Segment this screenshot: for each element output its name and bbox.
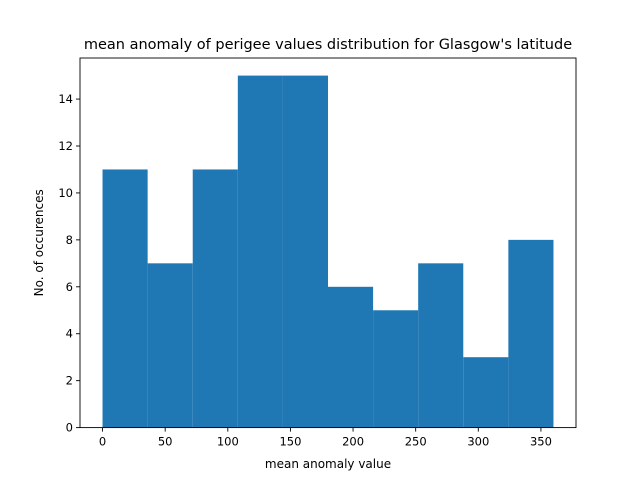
x-tick-label: 250 [405,435,427,449]
histogram-bar [192,169,238,428]
y-tick-label: 14 [58,92,73,106]
histogram-bar [147,263,193,428]
x-tick-label: 200 [342,435,364,449]
plot-frame [79,57,577,429]
x-tick-label: 0 [99,435,106,449]
x-tick-label: 100 [217,435,239,449]
chart-title: mean anomaly of perigee values distribut… [84,37,572,53]
histogram-bar [237,75,283,428]
x-tick-label: 150 [279,435,301,449]
y-tick-label: 8 [66,233,73,247]
histogram-bar [282,75,328,428]
y-tick-label: 10 [58,186,73,200]
histogram-bar [328,286,374,428]
x-tick-label: 50 [158,435,173,449]
x-axis-ticks: 0 50 100 150 200 250 300 350 [99,427,552,449]
x-axis-label: mean anomaly value [265,457,391,471]
y-tick-label: 6 [66,280,73,294]
histogram-bar [463,357,509,428]
histogram-bar [508,239,554,428]
y-axis-label: No. of occurences [32,189,46,296]
y-tick-label: 4 [66,327,73,341]
histogram-bar [418,263,464,428]
bars-layer [102,75,554,428]
histogram-bar [373,310,419,428]
x-tick-label: 300 [467,435,489,449]
y-axis-ticks: 0 2 4 6 8 10 12 14 [58,92,80,435]
y-tick-label: 0 [66,421,73,435]
histogram-bar [102,169,148,428]
y-tick-label: 12 [58,139,73,153]
y-tick-label: 2 [66,374,73,388]
x-tick-label: 350 [530,435,552,449]
